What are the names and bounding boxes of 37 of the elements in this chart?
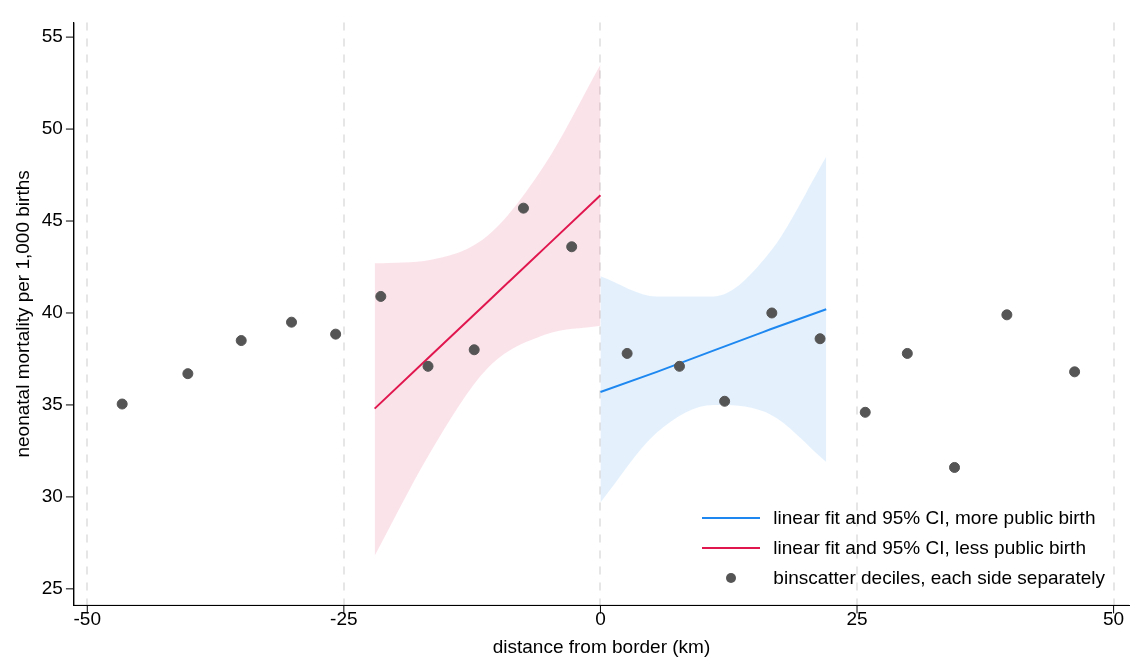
point	[1001, 309, 1013, 321]
point	[766, 307, 778, 319]
legend-label: linear fit and 95% CI, more public birth	[773, 506, 1096, 530]
y-tick-label: 45	[41, 209, 63, 231]
y-tick-label: 30	[41, 485, 63, 507]
y-tick-label: 25	[41, 577, 63, 599]
point	[422, 360, 434, 372]
point	[901, 347, 913, 359]
y-tick-label: 35	[41, 393, 63, 415]
point	[517, 202, 529, 214]
y-tick-label: 55	[41, 25, 63, 47]
point	[375, 290, 387, 302]
point	[621, 347, 633, 359]
point	[566, 241, 578, 253]
x-tick-label: 0	[595, 608, 606, 630]
x-tick-label: 50	[1103, 608, 1125, 630]
point	[949, 461, 961, 473]
x-tick-label: 25	[846, 608, 868, 630]
y-axis-title: neonatal mortality per 1,000 births	[11, 170, 33, 458]
y-tick-label: 50	[41, 117, 63, 139]
point	[719, 395, 731, 407]
point	[330, 328, 342, 340]
point	[468, 344, 480, 356]
point	[859, 406, 871, 418]
point	[814, 333, 826, 345]
point	[182, 368, 194, 380]
x-tick-label: -50	[73, 608, 102, 630]
point	[286, 316, 298, 328]
point	[235, 335, 247, 347]
legend-label: binscatter deciles, each side separately	[773, 566, 1105, 590]
y-tick-label: 40	[41, 301, 63, 323]
point	[673, 360, 685, 372]
point	[1069, 366, 1081, 378]
x-axis-title: distance from border (km)	[492, 635, 711, 657]
point	[116, 398, 128, 410]
legend-label: linear fit and 95% CI, less public birth	[773, 536, 1086, 560]
x-tick-label: -25	[330, 608, 358, 630]
